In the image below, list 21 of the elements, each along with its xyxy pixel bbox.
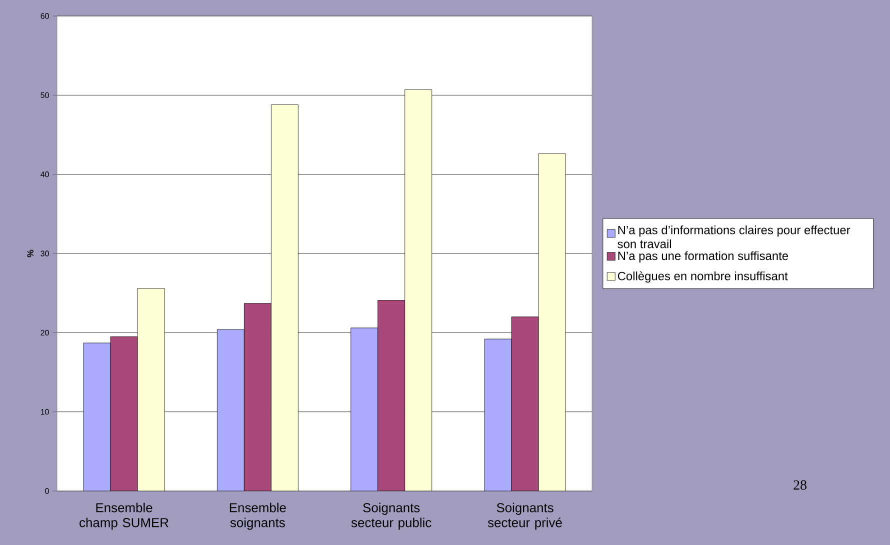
bar xyxy=(110,336,138,491)
text: 28 xyxy=(794,480,806,490)
x-tick-label: Ensemble champ SUMER xyxy=(80,502,168,530)
bar xyxy=(538,154,566,491)
bar xyxy=(270,104,298,491)
x-tick-label: Soignants secteur privé xyxy=(488,502,562,530)
bar xyxy=(244,303,272,491)
bar xyxy=(216,329,244,491)
bar xyxy=(484,338,512,491)
y-axis-title: % xyxy=(27,250,34,258)
legend-label: Collègues en nombre insuffisant xyxy=(618,271,788,283)
bar xyxy=(350,328,378,491)
bar xyxy=(378,300,406,491)
x-tick-label: Soignants secteur public xyxy=(351,502,432,530)
bar xyxy=(137,288,165,491)
bar xyxy=(404,89,432,491)
bar xyxy=(83,342,111,491)
bar xyxy=(511,316,539,491)
x-tick-label: Ensemble soignants xyxy=(230,502,286,530)
legend-label: N’a pas d’informations claires pour effectuer son travail xyxy=(618,226,850,248)
legend-label: N’a pas une formation suffisante xyxy=(618,251,788,262)
